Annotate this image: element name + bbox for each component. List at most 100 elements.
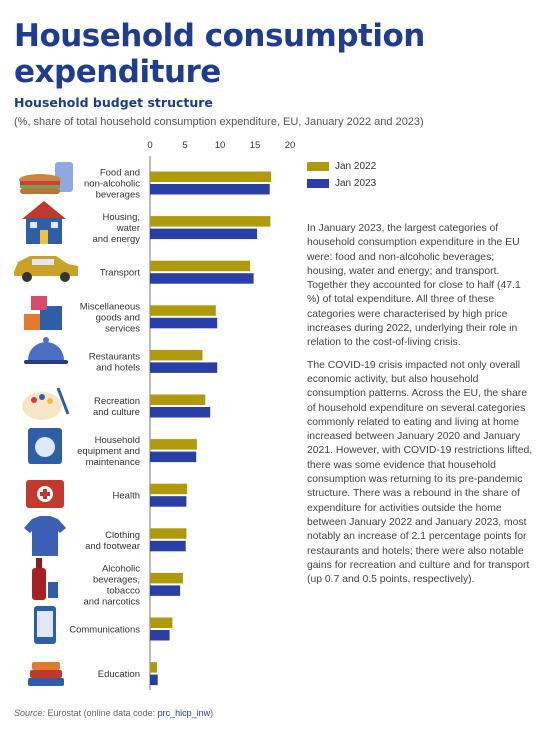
cross-h-shape bbox=[40, 492, 50, 496]
source-text: Eurostat (online data code: bbox=[47, 708, 156, 718]
source-data-code-link[interactable]: prc_hicp_inw bbox=[157, 708, 211, 718]
category-label-line: Transport bbox=[100, 268, 141, 279]
bar-jan-2023 bbox=[150, 585, 181, 596]
chart-description: (%, share of total household consumption… bbox=[14, 116, 424, 128]
smartphone-icon bbox=[34, 606, 56, 644]
appliance-window-shape bbox=[35, 437, 55, 457]
bar-jan-2023 bbox=[150, 451, 197, 463]
window-shape bbox=[30, 222, 37, 228]
category-label-line: Alcoholic bbox=[102, 563, 140, 574]
bottle-neck-shape bbox=[36, 558, 42, 568]
appliance-icon bbox=[28, 428, 62, 464]
category-label-line: Communications bbox=[69, 625, 140, 636]
category-label: Recreation and culture bbox=[93, 396, 140, 418]
bar-jan-2023 bbox=[150, 674, 158, 686]
box-shape bbox=[31, 296, 47, 310]
bar-jan-2023 bbox=[150, 362, 218, 373]
bar-jan-2023 bbox=[150, 496, 187, 507]
bar-jan-2022 bbox=[150, 171, 272, 182]
legend-swatch-2022 bbox=[307, 162, 329, 171]
commentary-paragraph-1: In January 2023, the largest categories … bbox=[307, 223, 521, 349]
door-shape bbox=[40, 230, 48, 244]
books-icon bbox=[28, 662, 64, 686]
category-label-line: Food and bbox=[100, 168, 140, 179]
x-tick-label: 5 bbox=[182, 140, 187, 151]
legend-label-2023: Jan 2023 bbox=[335, 178, 377, 189]
paint-dot bbox=[47, 398, 53, 404]
bar-jan-2023 bbox=[150, 540, 186, 552]
car-body-shape bbox=[14, 256, 78, 276]
x-tick-label: 0 bbox=[147, 140, 152, 151]
category-label: Food and non-alcoholic beverages bbox=[84, 168, 140, 201]
bar-jan-2023 bbox=[150, 184, 270, 195]
tomato-shape bbox=[20, 181, 60, 185]
category-label: Transport bbox=[100, 268, 141, 279]
category-label: Clothing and footwear bbox=[85, 530, 140, 552]
category-label-line: Household bbox=[95, 435, 140, 446]
x-tick-label: 20 bbox=[285, 140, 296, 151]
bar-jan-2023 bbox=[150, 407, 211, 418]
bar-jan-2022 bbox=[150, 260, 251, 272]
category-label: Household equipment and maintenance bbox=[77, 435, 140, 468]
bar-jan-2022 bbox=[150, 394, 206, 405]
category-label: Health bbox=[113, 491, 140, 502]
bottle-body-shape bbox=[32, 568, 46, 600]
box-shape bbox=[24, 314, 40, 330]
legend-label-2022: Jan 2022 bbox=[335, 161, 377, 172]
category-label-line: non-alcoholic bbox=[84, 179, 140, 190]
cloche-plate-shape bbox=[24, 360, 68, 364]
bar-jan-2022 bbox=[150, 528, 187, 539]
category-label: Education bbox=[98, 669, 140, 680]
sandwich-drink-icon bbox=[19, 162, 73, 194]
bar-jan-2022 bbox=[150, 216, 271, 227]
category-label-line: Health bbox=[113, 491, 140, 502]
bar-jan-2023 bbox=[150, 228, 258, 240]
bar-jan-2022 bbox=[150, 617, 173, 628]
chart-subtitle: Household budget structure bbox=[14, 95, 213, 110]
source-label: Source: bbox=[14, 708, 46, 718]
paint-dot bbox=[31, 397, 37, 403]
category-label-line: equipment and bbox=[77, 446, 140, 457]
boxes-icon bbox=[24, 296, 62, 330]
legend-item-2023: Jan 2023 bbox=[307, 175, 376, 192]
bar-jan-2022 bbox=[150, 572, 183, 584]
category-label: Miscellaneous goods and services bbox=[80, 301, 140, 334]
category-label-line: and narcotics bbox=[83, 596, 140, 607]
category-label-line: and culture bbox=[93, 407, 140, 418]
book-shape bbox=[28, 678, 64, 686]
category-label-line: tobacco bbox=[107, 585, 140, 596]
box-shape bbox=[40, 306, 62, 330]
category-label-line: Recreation bbox=[94, 396, 140, 407]
source-note: Source: Eurostat (online data code: prc_… bbox=[14, 708, 213, 718]
bar-jan-2022 bbox=[150, 483, 188, 495]
cloche-dome-shape bbox=[28, 342, 64, 360]
category-label-line: and footwear bbox=[85, 541, 140, 552]
car-icon bbox=[14, 256, 78, 282]
category-label-line: Miscellaneous bbox=[80, 301, 140, 312]
legend-item-2022: Jan 2022 bbox=[307, 158, 376, 175]
brush-shape bbox=[56, 387, 70, 415]
bar-jan-2022 bbox=[150, 662, 157, 673]
lettuce-shape bbox=[20, 185, 60, 188]
commentary-paragraph-2: The COVID-19 crisis impacted not only ov… bbox=[307, 359, 533, 586]
category-label: Communications bbox=[69, 625, 140, 636]
bar-jan-2023 bbox=[150, 273, 254, 284]
category-label-line: and hotels bbox=[96, 362, 140, 373]
book-shape bbox=[30, 670, 62, 678]
source-close: ) bbox=[210, 708, 214, 718]
pack-shape bbox=[48, 582, 58, 598]
category-label: Housing, water and energy bbox=[92, 212, 140, 245]
phone-screen-shape bbox=[37, 611, 53, 637]
bread-bottom-shape bbox=[20, 188, 60, 194]
house-icon bbox=[22, 201, 66, 244]
wheel-shape bbox=[22, 272, 32, 282]
category-label-line: Housing, bbox=[103, 212, 141, 223]
bar-jan-2023 bbox=[150, 630, 170, 641]
bar-jan-2022 bbox=[150, 349, 203, 361]
cloche-icon bbox=[24, 337, 68, 364]
bottle-icon bbox=[32, 558, 58, 600]
category-label-line: services bbox=[105, 323, 140, 334]
x-tick-label: 15 bbox=[250, 140, 261, 151]
category-label-line: and energy bbox=[92, 234, 140, 245]
window-shape bbox=[51, 222, 58, 228]
